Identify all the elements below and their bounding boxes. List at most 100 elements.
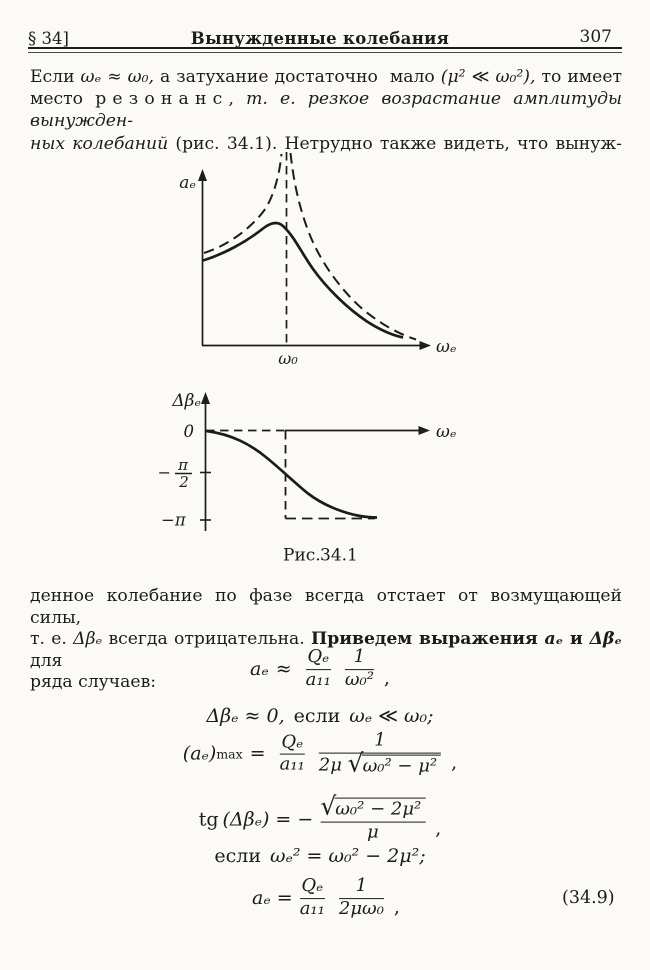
text-segment: всегда отрицательна. xyxy=(102,629,312,650)
y-axis-label: Δβₑ xyxy=(171,391,201,411)
equation-phase-approx-zero: Δβₑ ≈ 0, если ωₑ ≪ ω₀; xyxy=(206,705,433,727)
text-line: денное колебание по фазе всегда отстает … xyxy=(30,586,622,629)
math-inline: aₑ xyxy=(544,629,564,650)
italic-text: ных колебаний xyxy=(30,133,169,154)
tick-label-minus-pi: −π xyxy=(161,511,187,530)
text-segment: ряда случаев: xyxy=(30,672,157,693)
math-inline: ωₑ ≈ ω₀, xyxy=(80,67,154,87)
resonance-tick-label: ω₀ xyxy=(278,349,298,368)
denominator: ω₀² xyxy=(344,669,374,690)
math-lhs: (Δβₑ) = − xyxy=(222,809,314,831)
square-root: √ ω₀² − μ² xyxy=(347,748,442,778)
math-lhs: aₑ = xyxy=(252,887,293,909)
fraction: 1 ω₀² xyxy=(344,646,374,690)
text-line: ряда случаев: xyxy=(30,672,622,694)
phase-curve xyxy=(206,429,378,519)
text-line: Если ωₑ ≈ ω₀, а затухание достаточно мал… xyxy=(30,66,622,88)
fraction: Qₑ a₁₁ xyxy=(279,731,305,775)
relation-sign: ≈ xyxy=(275,658,292,680)
function-name: tg xyxy=(198,809,219,831)
y-axis-arrow-icon xyxy=(201,392,210,404)
figure-caption-number: 34.1 xyxy=(320,546,358,566)
figure-34-1: aₑ ωₑ ω₀ Δβₑ ωₑ 0 − π 2 xyxy=(158,152,456,566)
x-axis-label: ωₑ xyxy=(436,422,456,442)
numerator: 1 xyxy=(374,729,386,751)
paragraph-intro: Если ωₑ ≈ ω₀, а затухание достаточно мал… xyxy=(30,66,622,155)
math-inline: Δβₑ xyxy=(589,629,622,650)
math-lhs: aₑ xyxy=(250,658,269,680)
numerator: Qₑ xyxy=(281,731,304,753)
fraction-bar xyxy=(320,821,426,823)
subscript-max: max xyxy=(216,746,243,762)
radicand: ω₀² − 2μ² xyxy=(334,797,426,820)
text-segment: а затухание достаточно мало xyxy=(154,67,441,87)
condition-word: если xyxy=(293,705,341,727)
fraction-bar xyxy=(338,898,384,899)
italic-text: т. е. резкое возрастание амплитуды вынуж… xyxy=(30,89,622,132)
denominator: a₁₁ xyxy=(305,669,331,690)
fraction: Qₑ a₁₁ xyxy=(305,646,331,690)
equation-ae-approx: aₑ ≈ Qₑ a₁₁ 1 ω₀² , xyxy=(250,646,390,690)
math-inline: Δβₑ xyxy=(73,629,103,650)
y-axis-arrow-icon xyxy=(198,169,207,181)
text-line: место резонанс, т. е. резкое возрастание… xyxy=(30,88,622,132)
text-segment: для xyxy=(30,650,63,671)
equation-tg-phase: tg (Δβₑ) = − √ ω₀² − 2μ² μ , xyxy=(198,794,442,843)
square-root: √ ω₀² − 2μ² xyxy=(320,794,426,820)
fraction: √ ω₀² − 2μ² μ xyxy=(320,794,426,843)
emphasized-spaced-word: резонанс xyxy=(95,89,229,110)
punctuation: , xyxy=(393,896,400,918)
numerator: Qₑ xyxy=(307,646,330,668)
equation-number: (34.9) xyxy=(562,888,615,908)
math-inline: (μ² ≪ ω₀²), xyxy=(440,67,536,87)
x-axis-label: ωₑ xyxy=(436,337,456,357)
x-axis-arrow-icon xyxy=(419,341,431,350)
numerator: Qₑ xyxy=(301,875,324,897)
radical-sign: √ xyxy=(347,748,364,778)
equation-ae-max: (aₑ) max = Qₑ a₁₁ 1 2μ √ ω₀² − μ² , xyxy=(182,729,458,778)
undamped-curve-right-branch xyxy=(289,152,417,341)
damped-amplitude-curve xyxy=(202,221,404,339)
page-number: 307 xyxy=(579,27,612,47)
numerator: 1 xyxy=(355,875,368,897)
fraction: 1 2μω₀ xyxy=(338,875,384,919)
bold-text: Приведем выражения xyxy=(311,629,545,650)
text-line: т. е. Δβₑ всегда отрицательна. Приведем … xyxy=(30,629,622,672)
paragraph-phase: денное колебание по фазе всегда отстает … xyxy=(30,586,622,694)
fraction: Qₑ a₁₁ xyxy=(299,875,325,919)
fraction: 1 2μ √ ω₀² − μ² xyxy=(318,729,442,778)
bold-text: и xyxy=(563,629,590,650)
radicand: ω₀² − μ² xyxy=(361,754,442,777)
denominator: a₁₁ xyxy=(279,754,305,775)
tick-label-zero: 0 xyxy=(184,422,195,441)
amplitude-plot: aₑ ωₑ ω₀ xyxy=(179,152,456,368)
math-lhs: (aₑ) xyxy=(182,743,217,765)
section-number: § 34] xyxy=(28,29,69,48)
undamped-curve-left-branch xyxy=(203,153,283,254)
text-segment: денное колебание по фазе всегда отстает … xyxy=(30,586,622,628)
tick-label-two-denominator: 2 xyxy=(178,473,189,491)
x-axis-arrow-icon xyxy=(418,426,430,435)
text-segment: т. е. xyxy=(30,629,74,650)
punctuation: , xyxy=(383,667,390,689)
numerator: 1 xyxy=(353,646,366,668)
header-rule xyxy=(28,47,622,53)
relation-sign: = xyxy=(249,743,266,765)
text-segment: (рис. 34.1). Нетрудно также видеть, что … xyxy=(168,133,622,154)
math-rhs: ωₑ² = ω₀² − 2μ²; xyxy=(269,845,426,867)
condition-word: если xyxy=(214,845,261,867)
text-segment: место xyxy=(30,89,96,110)
coefficient: 2μ xyxy=(318,754,342,776)
text-line: ных колебаний (рис. 34.1). Нетрудно такж… xyxy=(30,133,622,155)
equation-condition: если ωₑ² = ω₀² − 2μ²; xyxy=(214,845,425,867)
math-rhs: ωₑ ≪ ω₀; xyxy=(349,705,434,727)
text-segment: то имеет xyxy=(535,67,623,87)
phase-plot: Δβₑ ωₑ 0 − π 2 −π xyxy=(158,391,456,531)
running-head: § 34] Вынужденные колебания 307 xyxy=(28,27,612,48)
y-axis-label: aₑ xyxy=(179,173,196,193)
figure-caption-word: Рис. xyxy=(283,546,321,566)
punctuation: , xyxy=(451,752,458,774)
denominator: 2μω₀ xyxy=(338,898,384,919)
text-segment: , xyxy=(228,89,247,110)
